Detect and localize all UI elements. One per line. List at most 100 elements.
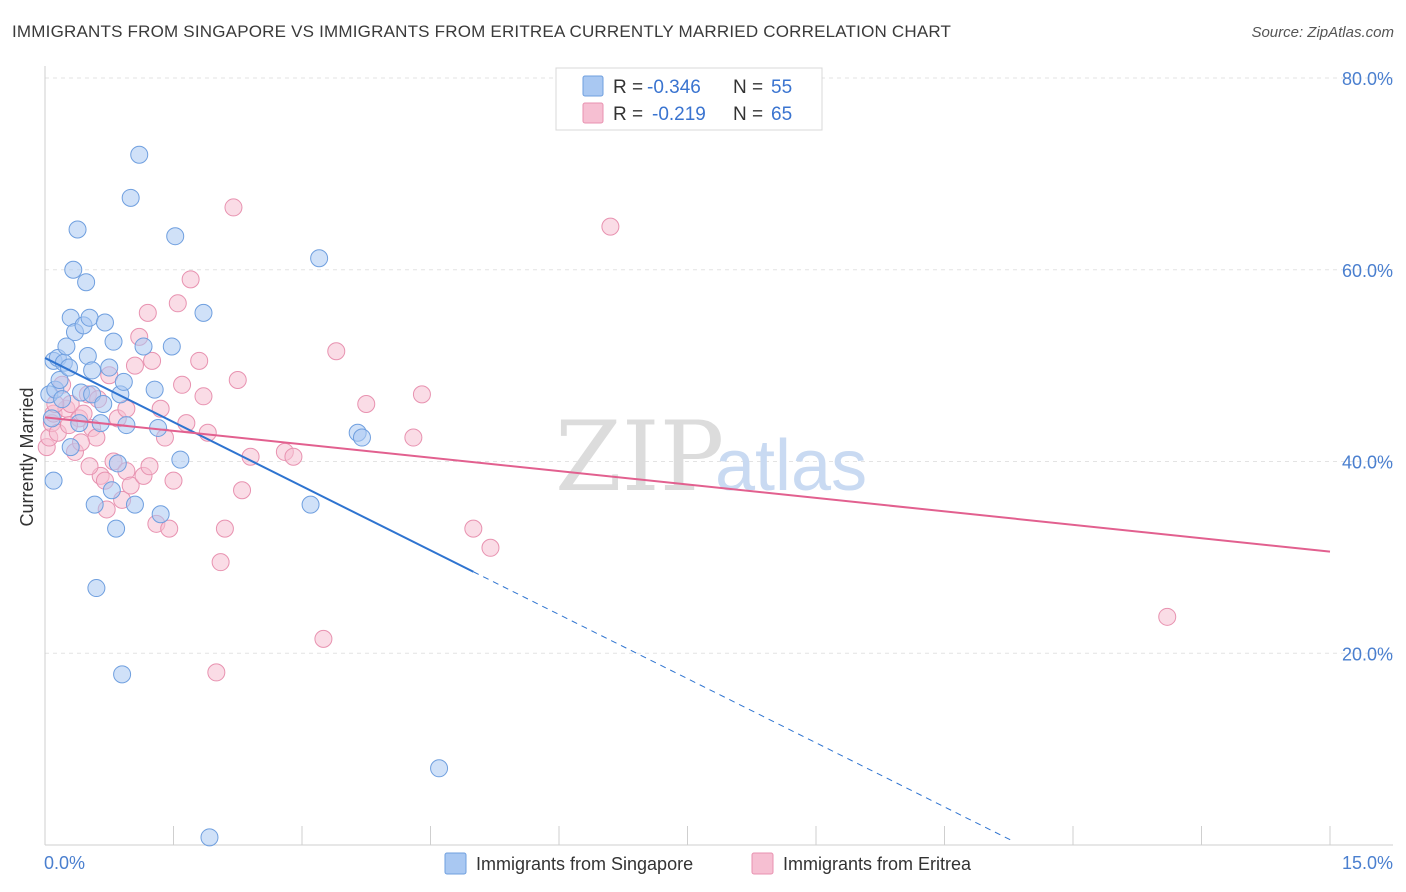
legend-r-eritrea: -0.219 bbox=[652, 104, 706, 125]
watermark: ZIP atlas bbox=[555, 401, 867, 513]
singapore-point-51 bbox=[95, 313, 114, 332]
legend-n-singapore: 55 bbox=[771, 77, 792, 98]
singapore-point-44 bbox=[200, 828, 219, 847]
singapore-point-20 bbox=[85, 495, 104, 514]
singapore-point-27 bbox=[107, 519, 126, 538]
singapore-point-5 bbox=[50, 371, 69, 390]
eritrea-point-33 bbox=[173, 375, 192, 394]
legend-swatch-singapore bbox=[582, 75, 604, 97]
watermark-zip: ZIP bbox=[555, 401, 724, 513]
eritrea-point-38 bbox=[207, 663, 226, 682]
eritrea-point-36 bbox=[194, 387, 213, 406]
singapore-trend-line bbox=[44, 357, 474, 573]
singapore-point-41 bbox=[166, 227, 185, 246]
singapore-trend-extension bbox=[473, 571, 1014, 842]
x-tick-label-0: 0.0% bbox=[44, 853, 85, 873]
eritrea-point-41 bbox=[224, 198, 243, 217]
singapore-point-45 bbox=[310, 249, 329, 268]
legend-r-label-singapore: R = bbox=[613, 77, 643, 98]
eritrea-point-42 bbox=[228, 371, 247, 390]
singapore-point-33 bbox=[121, 188, 140, 207]
eritrea-point-26 bbox=[143, 351, 162, 370]
eritrea-point-30 bbox=[160, 519, 179, 538]
eritrea-point-25 bbox=[138, 303, 157, 322]
singapore-point-31 bbox=[114, 372, 133, 391]
source-label: Source: ZipAtlas.com bbox=[1251, 24, 1394, 41]
singapore-point-46 bbox=[301, 495, 320, 514]
singapore-point-39 bbox=[151, 505, 170, 524]
singapore-point-35 bbox=[130, 145, 149, 164]
singapore-point-37 bbox=[145, 380, 164, 399]
eritrea-point-46 bbox=[284, 447, 303, 466]
bottom-legend-swatch-eritrea bbox=[751, 852, 774, 875]
eritrea-point-35 bbox=[190, 351, 209, 370]
eritrea-point-39 bbox=[211, 553, 230, 572]
singapore-point-40 bbox=[162, 337, 181, 356]
eritrea-point-40 bbox=[215, 519, 234, 538]
chart-title: IMMIGRANTS FROM SINGAPORE VS IMMIGRANTS … bbox=[12, 22, 952, 41]
singapore-point-18 bbox=[80, 308, 99, 327]
eritrea-point-49 bbox=[357, 394, 376, 413]
eritrea-point-52 bbox=[464, 519, 483, 538]
singapore-point-30 bbox=[113, 665, 132, 684]
singapore-point-52 bbox=[44, 471, 63, 490]
eritrea-point-61 bbox=[140, 457, 159, 476]
singapore-point-43 bbox=[194, 303, 213, 322]
legend-n-label-eritrea: N = bbox=[733, 104, 763, 125]
bottom-legend-swatch-singapore bbox=[444, 852, 467, 875]
singapore-point-26 bbox=[104, 332, 123, 351]
singapore-point-53 bbox=[61, 438, 80, 457]
y-tick-label-3: 80.0% bbox=[1342, 69, 1393, 89]
legend-r-singapore: -0.346 bbox=[647, 77, 701, 98]
x-tick-label-1: 15.0% bbox=[1342, 853, 1393, 873]
singapore-point-21 bbox=[87, 579, 106, 598]
singapore-point-36 bbox=[134, 337, 153, 356]
singapore-point-25 bbox=[102, 481, 121, 500]
eritrea-point-21 bbox=[121, 476, 140, 495]
singapore-point-49 bbox=[430, 759, 449, 778]
bottom-legend: Immigrants from Singapore Immigrants fro… bbox=[444, 852, 972, 875]
legend-swatch-eritrea bbox=[582, 102, 604, 124]
singapore-point-42 bbox=[171, 450, 190, 469]
singapore-point-6 bbox=[53, 390, 72, 409]
eritrea-point-55 bbox=[1158, 607, 1177, 626]
bottom-legend-eritrea: Immigrants from Eritrea bbox=[783, 854, 972, 874]
eritrea-point-54 bbox=[601, 217, 620, 236]
eritrea-point-51 bbox=[412, 385, 431, 404]
legend-n-eritrea: 65 bbox=[771, 104, 792, 125]
eritrea-point-63 bbox=[80, 457, 99, 476]
y-tick-label-1: 40.0% bbox=[1342, 453, 1393, 473]
y-axis-label: Currently Married bbox=[17, 387, 37, 526]
singapore-point-16 bbox=[77, 273, 96, 292]
eritrea-point-47 bbox=[314, 629, 333, 648]
trend-lines bbox=[44, 357, 1331, 842]
eritrea-point-48 bbox=[327, 342, 346, 361]
watermark-atlas: atlas bbox=[715, 426, 867, 506]
singapore-point-11 bbox=[64, 260, 83, 279]
legend-r-label-eritrea: R = bbox=[613, 104, 643, 125]
eritrea-point-31 bbox=[164, 471, 183, 490]
singapore-point-34 bbox=[125, 495, 144, 514]
legend-n-label-singapore: N = bbox=[733, 77, 763, 98]
eritrea-trend-line bbox=[44, 416, 1331, 553]
gridlines bbox=[45, 77, 1393, 654]
singapore-point-23 bbox=[94, 394, 113, 413]
singapore-point-8 bbox=[57, 337, 76, 356]
singapore-point-13 bbox=[68, 220, 87, 239]
eritrea-point-32 bbox=[168, 294, 187, 313]
eritrea-point-43 bbox=[233, 481, 252, 500]
singapore-point-50 bbox=[70, 414, 89, 433]
tick-labels: 20.0% 40.0% 60.0% 80.0% 0.0% 15.0% bbox=[44, 69, 1393, 873]
top-legend: R = -0.346 N = 55 R = -0.219 N = 65 bbox=[555, 67, 823, 131]
eritrea-point-53 bbox=[481, 538, 500, 557]
y-tick-label-0: 20.0% bbox=[1342, 644, 1393, 664]
eritrea-points bbox=[37, 198, 1177, 682]
y-tick-label-2: 60.0% bbox=[1342, 261, 1393, 281]
eritrea-point-34 bbox=[181, 270, 200, 289]
singapore-point-48 bbox=[352, 428, 371, 447]
singapore-point-54 bbox=[83, 361, 102, 380]
singapore-point-24 bbox=[100, 358, 119, 377]
eritrea-point-22 bbox=[125, 356, 144, 375]
singapore-point-28 bbox=[108, 454, 127, 473]
